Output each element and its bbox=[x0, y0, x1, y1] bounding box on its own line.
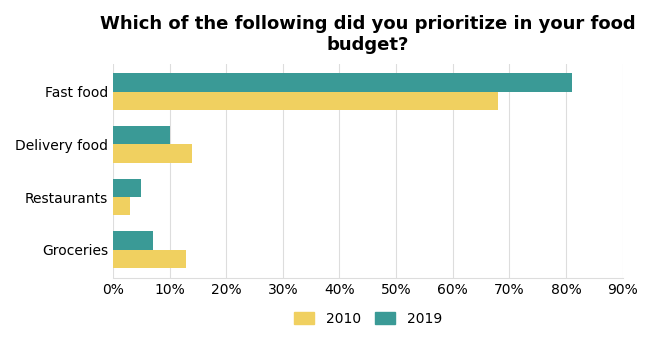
Bar bbox=[113, 144, 192, 163]
Bar bbox=[113, 179, 141, 197]
Bar bbox=[113, 231, 153, 250]
Bar bbox=[113, 250, 187, 268]
Bar bbox=[113, 126, 170, 144]
Bar bbox=[113, 74, 571, 92]
Title: Which of the following did you prioritize in your food
budget?: Which of the following did you prioritiz… bbox=[100, 15, 635, 54]
Bar bbox=[113, 197, 130, 215]
Legend: 2010, 2019: 2010, 2019 bbox=[288, 306, 447, 331]
Bar bbox=[113, 92, 498, 110]
